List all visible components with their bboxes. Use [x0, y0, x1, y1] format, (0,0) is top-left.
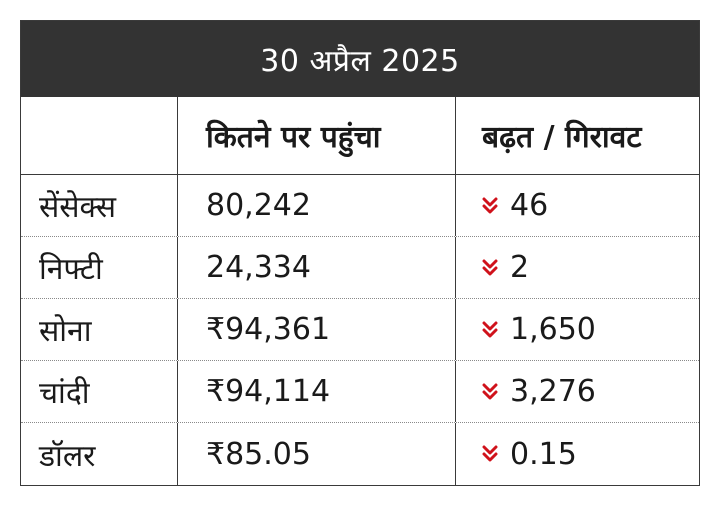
- row-name: सोना: [39, 314, 92, 349]
- table-row: निफ्टी 24,334 2: [21, 237, 699, 299]
- double-chevron-down-icon: [482, 445, 498, 463]
- market-summary-card: 30 अप्रैल 2025 कितने पर पहुंचा बढ़त / गि…: [20, 20, 700, 486]
- row-change-cell: 1,650: [455, 299, 699, 360]
- row-value: 24,334: [177, 237, 455, 298]
- header-level: कितने पर पहुंचा: [177, 97, 455, 174]
- row-change-cell: 2: [455, 237, 699, 298]
- row-name: डॉलर: [39, 438, 96, 474]
- header-blank: [21, 97, 177, 174]
- date-banner: 30 अप्रैल 2025: [21, 21, 699, 97]
- double-chevron-down-icon: [482, 383, 498, 401]
- row-change: 2: [510, 250, 530, 285]
- double-chevron-down-icon: [482, 321, 498, 339]
- row-change: 46: [510, 188, 549, 223]
- row-value: ₹94,361: [177, 299, 455, 360]
- row-change: 3,276: [510, 374, 596, 409]
- header-change: बढ़त / गिरावट: [455, 97, 699, 174]
- double-chevron-down-icon: [482, 197, 498, 215]
- row-change-cell: 0.15: [455, 423, 699, 485]
- date-title: 30 अप्रैल 2025: [260, 43, 460, 79]
- row-value: ₹94,114: [177, 361, 455, 422]
- row-change-cell: 3,276: [455, 361, 699, 422]
- row-change: 0.15: [510, 436, 577, 472]
- double-chevron-down-icon: [482, 259, 498, 277]
- row-name: निफ्टी: [39, 252, 103, 287]
- row-change-cell: 46: [455, 175, 699, 236]
- row-change: 1,650: [510, 312, 596, 347]
- market-table: कितने पर पहुंचा बढ़त / गिरावट सेंसेक्स 8…: [21, 97, 699, 485]
- row-name: चांदी: [39, 376, 90, 411]
- table-row: सेंसेक्स 80,242 46: [21, 175, 699, 237]
- table-row: सोना ₹94,361 1,650: [21, 299, 699, 361]
- row-name: सेंसेक्स: [39, 190, 117, 225]
- table-row: चांदी ₹94,114 3,276: [21, 361, 699, 423]
- table-header-row: कितने पर पहुंचा बढ़त / गिरावट: [21, 97, 699, 175]
- table-row: डॉलर ₹85.05 0.15: [21, 423, 699, 485]
- row-value: 80,242: [177, 175, 455, 236]
- row-value: ₹85.05: [177, 423, 455, 485]
